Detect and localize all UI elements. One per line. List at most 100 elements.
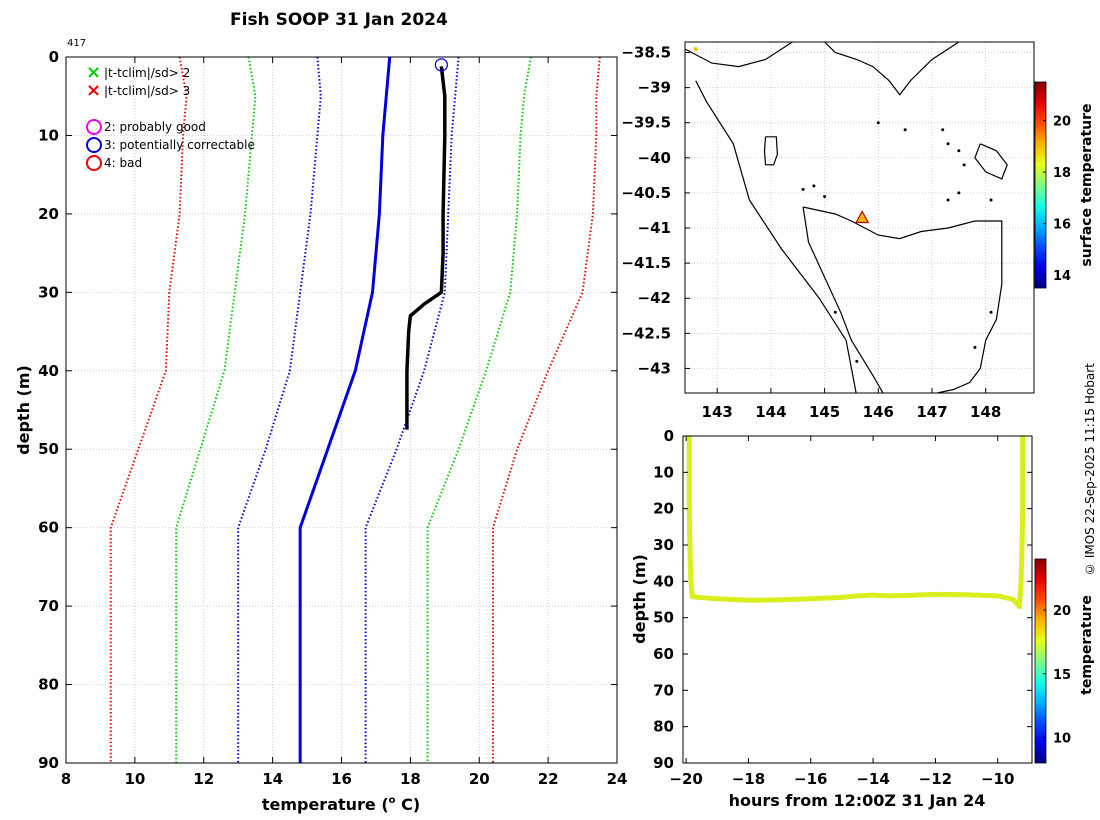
- small-island: [941, 128, 945, 132]
- profile-count-label: 417: [67, 38, 86, 49]
- y-tick-label: 10: [38, 126, 59, 144]
- small-island: [855, 359, 859, 363]
- legend-flag-symbol: ×: [86, 62, 101, 83]
- y-tick-label: 0: [664, 427, 674, 445]
- colorbar-tick-label: 16: [1053, 218, 1071, 233]
- x-tick-label: −18: [732, 770, 765, 788]
- small-island: [957, 191, 961, 195]
- x-tick-label: 24: [607, 770, 628, 788]
- map-frame: [684, 41, 1035, 394]
- legend-qc-label: 3: potentially correctable: [104, 138, 255, 152]
- coastlines: [685, 42, 1008, 393]
- small-island: [973, 345, 977, 349]
- small-island: [812, 184, 816, 188]
- series-climatology-mean: [298, 56, 392, 763]
- legend-qc-label: 4: bad: [104, 156, 142, 170]
- x-tick-label: 10: [124, 770, 145, 788]
- x-tick-label: 146: [863, 403, 894, 421]
- legend-flag-symbol: ×: [86, 80, 101, 101]
- legend-qc-circle: [86, 155, 102, 171]
- x-tick-label: −12: [919, 770, 952, 788]
- y-tick-label: 70: [38, 597, 59, 615]
- y-tick-label: 70: [653, 681, 674, 699]
- track-location-marker: [855, 210, 870, 224]
- x-tick-label: 8: [61, 770, 71, 788]
- series-minus-3sd: [109, 56, 188, 763]
- small-island: [823, 194, 827, 198]
- section-frame: [682, 435, 1033, 764]
- mainland-coast: [685, 42, 793, 68]
- qc-marker: [434, 58, 448, 72]
- section-ascent: [1017, 435, 1026, 608]
- y-tick-label: 0: [49, 48, 59, 66]
- flinders-island: [974, 143, 1008, 180]
- small-island: [903, 128, 907, 132]
- y-tick-label: −41.5: [621, 254, 671, 272]
- x-tick-label: −14: [856, 770, 889, 788]
- small-island: [833, 310, 837, 314]
- side-credit: © IMOS 22-Sep-2025 11:15 Hobart: [1083, 363, 1097, 576]
- series-plus-3sd: [492, 56, 601, 763]
- y-tick-label: 80: [653, 718, 674, 736]
- x-tick-label: 22: [538, 770, 559, 788]
- series-minus-2sd: [175, 56, 257, 763]
- colorbar-tick-label: 14: [1053, 269, 1071, 284]
- track-start-marker: [693, 47, 698, 52]
- colorbar-tick-label: 20: [1053, 604, 1071, 619]
- y-tick-label: 50: [653, 609, 674, 627]
- x-tick-label: 147: [916, 403, 947, 421]
- y-tick-label: −43: [638, 359, 671, 377]
- series-plus-1sd: [364, 56, 460, 763]
- series-plus-2sd: [426, 56, 532, 763]
- map-colorbar: [1034, 81, 1047, 289]
- section-descent: [686, 435, 695, 599]
- y-tick-label: 90: [653, 754, 674, 772]
- y-tick-label: −42.5: [621, 324, 671, 342]
- legend-flag-label: |t-tclim|/sd> 2: [104, 66, 190, 80]
- y-tick-label: −40.5: [621, 184, 671, 202]
- section-colorbar-label: temperature: [1079, 595, 1095, 695]
- y-tick-label: 30: [653, 536, 674, 554]
- y-tick-label: −39.5: [621, 114, 671, 132]
- mainland-coast: [824, 42, 960, 96]
- legend: × |t-tclim|/sd> 2× |t-tclim|/sd> 3 2: proba…: [86, 62, 255, 171]
- small-island: [962, 163, 966, 167]
- y-axis-label: depth (m): [14, 365, 33, 455]
- y-tick-label: 50: [38, 440, 59, 458]
- x-tick-label: 14: [262, 770, 283, 788]
- legend-qc-circle: [86, 119, 102, 135]
- y-axis-label: depth (m): [630, 554, 649, 644]
- x-tick-label: −10: [981, 770, 1014, 788]
- y-tick-label: −39: [638, 79, 671, 97]
- figure-title: Fish SOOP 31 Jan 2024: [230, 10, 448, 30]
- map-panel: 143 144 145 146 147 148 −38.5 −39 −39.5 −40 −40.5 −…: [621, 41, 1095, 421]
- x-tick-label: 143: [702, 403, 733, 421]
- y-tick-label: 60: [653, 645, 674, 663]
- y-tick-label: −42: [638, 289, 671, 307]
- tasmania-coast: [802, 206, 1003, 393]
- y-tick-label: −38.5: [621, 44, 671, 62]
- king-island: [763, 136, 779, 166]
- bathymetry-contour: [695, 80, 857, 393]
- colorbar-tick-label: 15: [1053, 668, 1071, 683]
- small-island: [876, 121, 880, 125]
- y-tick-label: 90: [38, 754, 59, 772]
- colorbar-tick-label: 18: [1053, 166, 1071, 181]
- legend-qc-label: 2: probably good: [104, 120, 206, 134]
- legend-flag-label: |t-tclim|/sd> 3: [104, 84, 190, 98]
- section-colorbar: [1034, 558, 1047, 764]
- x-tick-label: 12: [193, 770, 214, 788]
- small-island: [989, 310, 993, 314]
- small-island: [957, 149, 961, 153]
- series-observed-profile: [405, 66, 447, 430]
- section-bottom: [689, 591, 1023, 610]
- colorbar-tick-label: 20: [1053, 115, 1071, 130]
- y-tick-label: 40: [653, 572, 674, 590]
- section-panel: −20 −18 −16 −14 −12 −10 0 10 20 30 40 50 60 70 80 90 hou…: [630, 427, 1095, 810]
- series-minus-1sd: [237, 56, 322, 763]
- x-tick-label: 145: [809, 403, 840, 421]
- y-tick-label: 80: [38, 676, 59, 694]
- small-island: [946, 142, 950, 146]
- colorbar-tick-label: 10: [1053, 732, 1071, 747]
